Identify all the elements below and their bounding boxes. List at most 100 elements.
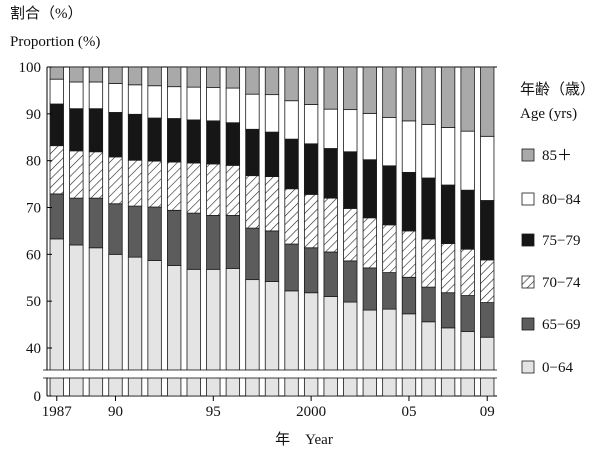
bar-segment-1993-5 bbox=[167, 66, 182, 88]
bar-segment-2002-5 bbox=[343, 66, 358, 111]
bar-segment-2006-5 bbox=[421, 66, 436, 126]
y-tick-label-90: 90 bbox=[26, 107, 41, 123]
bar-segment-2007-5 bbox=[440, 66, 456, 128]
axis-break-gap-1993 bbox=[166, 370, 182, 378]
bar-segment-1987-3 bbox=[49, 103, 64, 147]
bar-segment-2004-0 bbox=[382, 308, 397, 397]
x-tick-label-2005: 05 bbox=[401, 404, 416, 420]
bar-segment-1994-1 bbox=[186, 212, 201, 270]
bar-segment-1993-1 bbox=[167, 209, 182, 266]
bar-segment-2001-3 bbox=[323, 148, 338, 199]
bar-segment-2005-4 bbox=[401, 120, 417, 173]
bar-segment-1998-1 bbox=[264, 230, 280, 282]
bar-segment-1996-5 bbox=[225, 66, 241, 89]
legend-label-0: 85＋ bbox=[542, 148, 572, 164]
bar-segment-2003-2 bbox=[362, 217, 377, 269]
bar-segment-2005-3 bbox=[401, 171, 417, 232]
bar-segment-2005-5 bbox=[401, 66, 417, 122]
bar-segment-2004-1 bbox=[382, 272, 397, 310]
axis-break-gap-1991 bbox=[127, 370, 143, 378]
bar-segment-2008-2 bbox=[460, 248, 475, 296]
legend-title-ja: 年齢（歳） bbox=[520, 82, 596, 98]
bar-segment-2007-3 bbox=[440, 184, 456, 244]
axis-break-gap-1990 bbox=[107, 370, 124, 378]
bar-segment-2004-2 bbox=[382, 224, 397, 273]
legend-label-2: 75−79 bbox=[542, 233, 580, 249]
bar-segment-2006-1 bbox=[421, 286, 436, 323]
bar-segment-1990-3 bbox=[108, 112, 123, 158]
bar-segment-1999-4 bbox=[284, 100, 299, 140]
bar-segment-2002-0 bbox=[343, 301, 358, 397]
axis-break-gap-1992 bbox=[146, 370, 163, 378]
bar-segment-1995-2 bbox=[206, 163, 221, 216]
bar-segment-2007-2 bbox=[440, 243, 456, 294]
bar-segment-1998-0 bbox=[264, 281, 280, 397]
bar-segment-1993-3 bbox=[167, 118, 182, 163]
bar-segment-2000-4 bbox=[303, 104, 319, 145]
bar-segment-2008-1 bbox=[460, 295, 475, 333]
bar-segment-2007-4 bbox=[440, 127, 456, 186]
bar-segment-2000-1 bbox=[303, 247, 319, 294]
y-axis-title-en: Proportion (%) bbox=[10, 34, 101, 50]
bar-segment-1987-5 bbox=[49, 66, 64, 80]
bar-segment-2009-1 bbox=[480, 302, 495, 338]
axis-break-gap-1994 bbox=[185, 370, 202, 378]
bar-segment-2009-5 bbox=[480, 66, 495, 137]
bar-segment-1991-5 bbox=[127, 66, 143, 86]
bar-segment-2001-2 bbox=[323, 197, 338, 253]
bar-segment-1988-1 bbox=[69, 197, 84, 246]
bar-segment-1996-3 bbox=[225, 122, 241, 166]
legend-swatch-0 bbox=[521, 148, 535, 162]
bar-segment-2002-1 bbox=[343, 260, 358, 303]
bar-segment-2009-3 bbox=[480, 200, 495, 261]
bar-segment-1997-4 bbox=[245, 93, 260, 130]
bar-segment-2008-5 bbox=[460, 66, 475, 132]
bar-segment-1994-3 bbox=[186, 119, 201, 164]
legend-swatch-5 bbox=[521, 360, 535, 374]
bar-segment-1994-4 bbox=[186, 86, 201, 121]
bar-segment-1990-5 bbox=[108, 66, 123, 84]
bar-segment-1993-4 bbox=[167, 86, 182, 119]
bar-segment-1989-3 bbox=[88, 108, 104, 153]
bar-segment-2005-2 bbox=[401, 230, 417, 278]
bar-segment-1997-3 bbox=[245, 128, 260, 177]
bar-segment-1989-5 bbox=[88, 66, 104, 83]
bar-segment-1992-4 bbox=[147, 85, 162, 119]
x-tick-label-1987: 1987 bbox=[42, 404, 73, 420]
legend-title-en: Age (yrs) bbox=[520, 106, 578, 122]
y-tick-label-70: 70 bbox=[26, 201, 41, 217]
axis-break-gap-2007 bbox=[440, 370, 456, 378]
bar-segment-1990-2 bbox=[108, 156, 123, 205]
bar-segment-1988-2 bbox=[69, 150, 84, 199]
bar-segment-2003-1 bbox=[362, 267, 377, 311]
bar-segment-1999-0 bbox=[284, 290, 299, 397]
bar-segment-2000-5 bbox=[303, 66, 319, 105]
axis-break-gap-1998 bbox=[264, 370, 280, 378]
bar-segment-1995-4 bbox=[206, 87, 221, 122]
bar-segment-2006-2 bbox=[421, 238, 436, 288]
bar-segment-1988-4 bbox=[69, 81, 84, 110]
x-tick-label-1995: 95 bbox=[206, 404, 221, 420]
x-tick-label-2009: 09 bbox=[480, 404, 495, 420]
y-tick-label-50: 50 bbox=[26, 294, 41, 310]
y-axis-title-ja: 割合（%） bbox=[10, 6, 83, 22]
axis-break-gap-1997 bbox=[244, 370, 261, 378]
bar-segment-1998-3 bbox=[264, 131, 280, 177]
bar-segment-2003-4 bbox=[362, 112, 377, 161]
bar-segment-2008-3 bbox=[460, 189, 475, 250]
bar-segment-1999-1 bbox=[284, 243, 299, 292]
bar-segment-1988-5 bbox=[69, 66, 84, 83]
legend-label-5: 0−64 bbox=[542, 360, 573, 376]
axis-break-gap-2000 bbox=[303, 370, 319, 378]
bar-segment-1994-5 bbox=[186, 66, 201, 88]
bar-segment-2003-0 bbox=[362, 309, 377, 397]
axis-break-gap-2008 bbox=[459, 370, 476, 378]
bar-segment-1999-5 bbox=[284, 66, 299, 102]
legend-swatch-3 bbox=[521, 275, 535, 289]
axis-break-gap-2006 bbox=[420, 370, 437, 378]
legend-label-1: 80−84 bbox=[542, 192, 581, 208]
axis-break-gap-2004 bbox=[381, 370, 398, 378]
x-tick-label-1990: 90 bbox=[108, 404, 123, 420]
bar-segment-1997-2 bbox=[245, 175, 260, 229]
